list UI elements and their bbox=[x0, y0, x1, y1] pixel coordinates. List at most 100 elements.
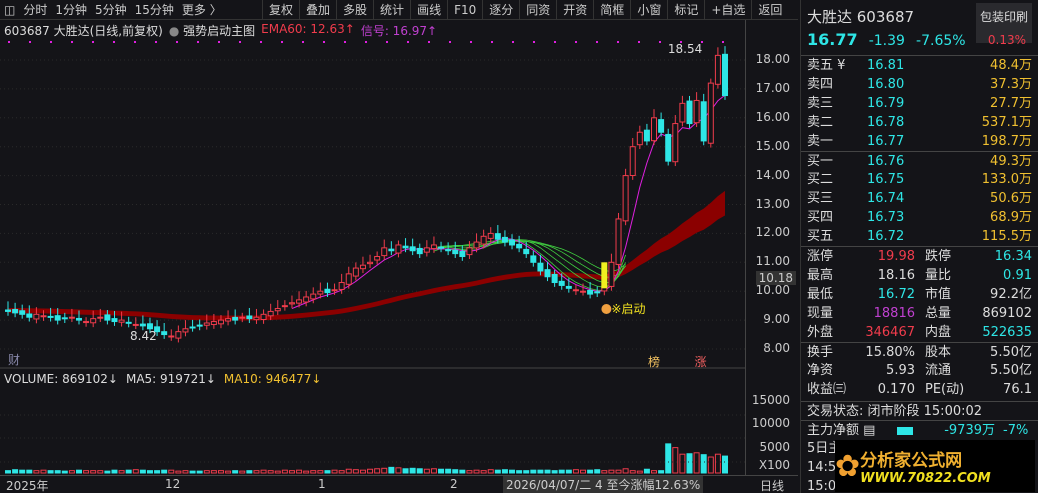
level-label: 买一 bbox=[807, 154, 834, 169]
volume-bar bbox=[430, 468, 437, 474]
signal-dot bbox=[113, 41, 115, 43]
candle bbox=[722, 53, 728, 97]
candle bbox=[168, 335, 175, 338]
toolbar-button[interactable]: 开资 bbox=[556, 0, 593, 20]
toolbar-button[interactable]: 小窗 bbox=[630, 0, 667, 20]
sidebar-toggle-icon[interactable]: ◫ bbox=[4, 2, 16, 17]
period-tab[interactable]: 分时 bbox=[23, 3, 48, 17]
candle bbox=[210, 321, 217, 326]
more-tab[interactable]: 更多 〉 bbox=[181, 3, 222, 17]
toolbar-button[interactable]: 逐分 bbox=[482, 0, 519, 20]
toolbar-button[interactable]: 多股 bbox=[336, 0, 373, 20]
stat-label: 收益㈢ bbox=[807, 382, 847, 397]
volume-bar bbox=[253, 470, 260, 474]
volume-bar bbox=[537, 469, 544, 474]
volume-bar bbox=[182, 470, 189, 474]
stat-label: 流通 bbox=[925, 363, 952, 378]
signal-dot bbox=[344, 41, 346, 43]
volume-bar bbox=[132, 469, 139, 474]
stat-value: 18816 bbox=[873, 306, 915, 321]
signal-dot bbox=[575, 41, 577, 43]
candle bbox=[303, 296, 310, 303]
volume-bar bbox=[68, 470, 75, 474]
candle bbox=[47, 315, 54, 318]
volume-bar bbox=[90, 470, 97, 474]
period-tab[interactable]: 15分钟 bbox=[134, 3, 174, 17]
order-book-row[interactable]: 卖五 ¥ 16.81 48.4万 bbox=[801, 56, 1038, 75]
level-volume: 68.9万 bbox=[990, 210, 1032, 225]
candle bbox=[246, 315, 253, 320]
candle bbox=[19, 310, 26, 315]
candle bbox=[196, 324, 203, 327]
candle bbox=[707, 82, 714, 144]
volume-bar bbox=[509, 469, 516, 474]
volume-bar bbox=[608, 469, 615, 474]
order-book-row[interactable]: 卖二 16.78 537.1万 bbox=[801, 113, 1038, 132]
toolbar-button[interactable]: 标记 bbox=[667, 0, 704, 20]
signal-dot bbox=[365, 41, 367, 43]
order-book-row[interactable]: 买四 16.73 68.9万 bbox=[801, 208, 1038, 227]
toolbar-button[interactable]: 画线 bbox=[410, 0, 447, 20]
candle bbox=[225, 318, 232, 322]
level-price: 16.76 bbox=[867, 154, 905, 169]
toolbar-button[interactable]: +自选 bbox=[704, 0, 751, 20]
indicator-select[interactable]: ● 强势启动主图 bbox=[169, 22, 255, 39]
volume-bar bbox=[296, 469, 303, 474]
period-tab[interactable]: 1分钟 bbox=[55, 3, 87, 17]
order-book-row[interactable]: 买五 16.72 115.5万 bbox=[801, 227, 1038, 246]
price-tick: 18.00 bbox=[755, 52, 790, 66]
stat-label: 外盘 bbox=[807, 325, 834, 340]
candle bbox=[111, 318, 118, 323]
toolbar-button[interactable]: 叠加 bbox=[299, 0, 336, 20]
toolbar-button[interactable]: 复权 bbox=[262, 0, 299, 20]
industry-tag[interactable]: 包装印刷 bbox=[975, 3, 1032, 43]
low-label: 8.42 bbox=[130, 329, 157, 343]
order-book-row[interactable]: 卖一 16.77 198.7万 bbox=[801, 132, 1038, 151]
period-tab[interactable]: 5分钟 bbox=[95, 3, 127, 17]
candle bbox=[139, 323, 146, 327]
order-book-row[interactable]: 买二 16.75 133.0万 bbox=[801, 170, 1038, 189]
price-tick: 11.00 bbox=[755, 254, 790, 269]
indicator-label: 强势启动主图 bbox=[183, 24, 256, 38]
level-volume: 50.6万 bbox=[990, 191, 1032, 206]
toolbar-button[interactable]: 简框 bbox=[593, 0, 630, 20]
period-label[interactable]: 日线 bbox=[760, 479, 785, 493]
level-price: 16.77 bbox=[867, 134, 905, 149]
last-price: 16.77 bbox=[807, 30, 858, 49]
candle bbox=[146, 323, 153, 330]
order-book-row[interactable]: 买一 16.76 49.3万 bbox=[801, 151, 1038, 170]
price-tick: 17.00 bbox=[755, 80, 790, 95]
ma5-value: MA5: 919721↓ bbox=[125, 372, 216, 386]
candle bbox=[338, 282, 345, 290]
order-book-row[interactable]: 卖三 16.79 27.7万 bbox=[801, 94, 1038, 113]
change: -1.39 bbox=[868, 33, 905, 49]
stat-value: 0.170 bbox=[877, 382, 915, 397]
toolbar-button[interactable]: 统计 bbox=[373, 0, 410, 20]
candle bbox=[175, 331, 182, 339]
dropdown-icon: ● bbox=[168, 24, 180, 38]
volume-bar bbox=[686, 453, 693, 474]
price-chart[interactable]: 18.54 8.42 ※启动财 榜 涨 bbox=[0, 40, 745, 475]
stat-label: 最高 bbox=[807, 268, 834, 283]
candle bbox=[274, 308, 281, 312]
candle bbox=[5, 309, 11, 312]
candle bbox=[12, 308, 19, 314]
toolbar-buttons: 复权 叠加 多股 统计 画线 F10 逐分 同资 开资 简框 小窗 标记 +自选 返回 bbox=[262, 0, 788, 20]
toolbar-button[interactable]: 同资 bbox=[519, 0, 556, 20]
signal-dot bbox=[659, 41, 661, 43]
order-book-row[interactable]: 买三 16.74 50.6万 bbox=[801, 189, 1038, 208]
order-book-row[interactable]: 卖四 16.80 37.3万 bbox=[801, 75, 1038, 94]
signal-dot bbox=[323, 41, 325, 43]
industry-change: 0.13% bbox=[987, 33, 1026, 47]
level-price: 16.79 bbox=[867, 96, 905, 111]
candle bbox=[714, 54, 721, 85]
toolbar-button[interactable]: F10 bbox=[447, 0, 482, 20]
stat-value: 522635 bbox=[982, 325, 1032, 340]
candle bbox=[686, 100, 693, 125]
candle bbox=[572, 289, 579, 292]
cai-marker: 财 bbox=[8, 353, 20, 367]
volume-tick: X100 bbox=[758, 458, 790, 472]
volume-bar bbox=[19, 469, 26, 474]
signal-dot bbox=[512, 41, 514, 43]
toolbar-button[interactable]: 返回 bbox=[751, 0, 788, 20]
